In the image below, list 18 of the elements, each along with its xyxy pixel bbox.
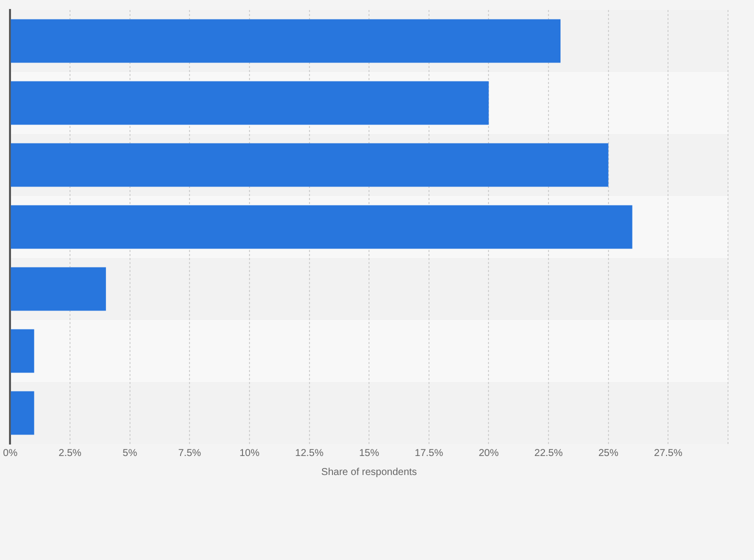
bar [10,391,34,435]
bar [10,329,34,373]
x-tick-label: 10% [239,448,260,459]
bar [10,19,561,63]
bar [10,267,106,311]
x-tick-label: 27.5% [654,448,682,459]
x-tick-label: 20% [478,448,499,459]
x-tick-label: 22.5% [534,448,563,459]
x-tick-label: 5% [122,448,138,459]
x-tick-label: 7.5% [178,448,202,459]
x-tick-label: 0% [3,448,18,459]
x-tick-label: 17.5% [414,448,444,459]
x-tick-label: 25% [598,448,618,459]
x-axis-title: Share of respondents [321,466,417,478]
x-tick-label: 12.5% [295,448,324,459]
bar [10,81,489,125]
x-tick-label: 15% [359,448,380,459]
x-tick-label: 2.5% [58,448,82,459]
